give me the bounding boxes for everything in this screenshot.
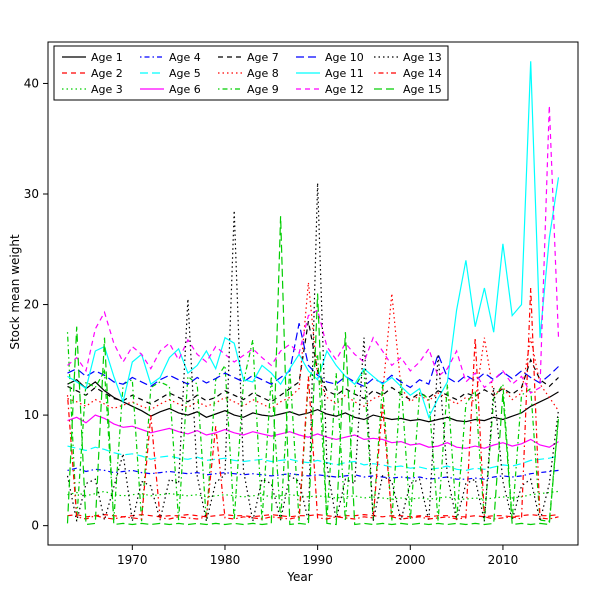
legend-entry-label: Age 9: [247, 83, 279, 96]
legend-entry-label: Age 12: [325, 83, 364, 96]
legend-entry-label: Age 13: [403, 51, 442, 64]
plot-box: [47, 41, 579, 546]
legend-entry-label: Age 3: [91, 83, 123, 96]
y-tick-label: 20: [24, 298, 39, 312]
x-tick-label: 2010: [488, 553, 519, 567]
legend-entry-label: Age 6: [169, 83, 201, 96]
legend-entry-label: Age 14: [403, 67, 442, 80]
series-line-age-3: [67, 490, 559, 500]
legend-entry-label: Age 5: [169, 67, 201, 80]
y-tick-label: 0: [31, 519, 39, 533]
legend-entry-label: Age 1: [91, 51, 123, 64]
x-tick-label: 2000: [395, 553, 426, 567]
series-line-age-15: [66, 216, 560, 526]
legend-entry-label: Age 11: [325, 67, 364, 80]
y-axis-title: Stock mean weight: [8, 234, 22, 350]
legend-entry-label: Age 10: [325, 51, 364, 64]
series-line-age-12: [67, 105, 560, 394]
series-line-age-4: [67, 467, 559, 480]
legend-entry-label: Age 7: [247, 51, 279, 64]
x-axis-title: Year: [287, 570, 313, 584]
legend-entry-label: Age 15: [403, 83, 442, 96]
series-line-age-5: [67, 445, 559, 472]
series-line-age-14: [66, 287, 559, 520]
y-tick-label: 40: [24, 76, 39, 90]
series-line-age-2: [67, 513, 559, 518]
legend-entry-label: Age 8: [247, 67, 279, 80]
x-tick-label: 1970: [117, 553, 148, 567]
x-tick-label: 1990: [302, 553, 333, 567]
legend-entry-label: Age 2: [91, 67, 123, 80]
x-tick-label: 1980: [210, 553, 241, 567]
series-line-age-9: [66, 332, 560, 522]
legend-entry-label: Age 4: [169, 51, 201, 64]
series-line-age-13: [66, 182, 560, 522]
y-tick-label: 30: [24, 187, 39, 201]
series-line-age-11: [67, 61, 560, 419]
y-tick-label: 10: [24, 408, 39, 422]
